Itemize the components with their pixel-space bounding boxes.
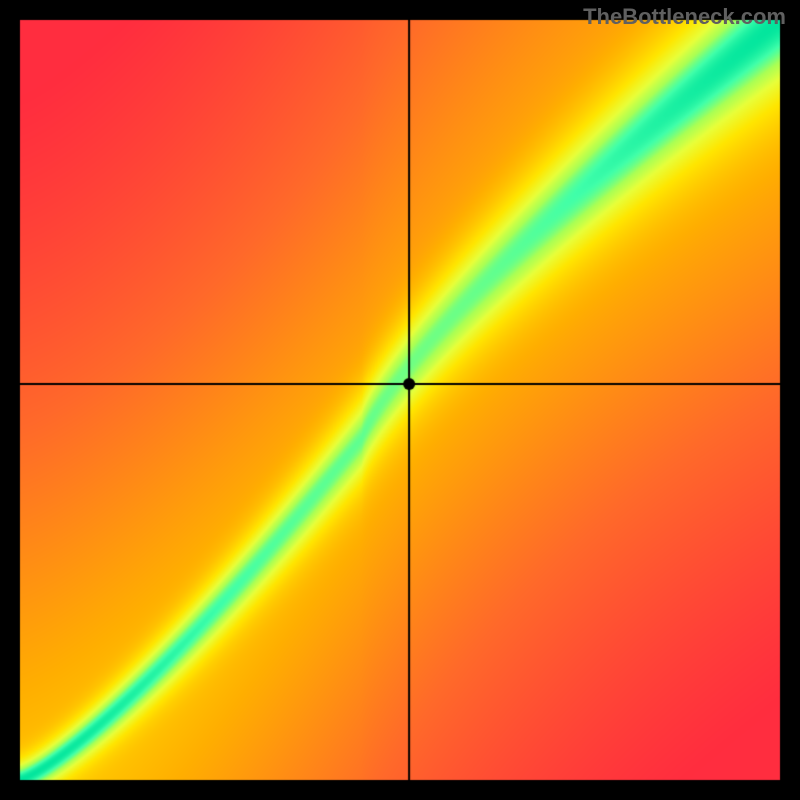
watermark-text: TheBottleneck.com [583,4,786,30]
chart-container: TheBottleneck.com [0,0,800,800]
bottleneck-heatmap [0,0,800,800]
